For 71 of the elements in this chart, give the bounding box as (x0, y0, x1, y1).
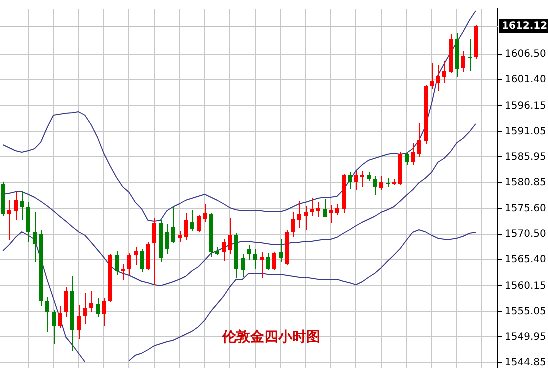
candlestick (52, 310, 56, 344)
candlestick (360, 170, 364, 188)
candlestick (348, 172, 352, 190)
candlestick (116, 250, 120, 276)
candlestick (178, 230, 182, 243)
candlestick (292, 212, 296, 238)
candlestick (8, 200, 12, 241)
candlestick (260, 252, 264, 279)
y-tick-label: 1544.85 (505, 357, 546, 368)
candlestick (310, 198, 314, 216)
candlestick (222, 239, 226, 262)
candlestick (418, 122, 422, 158)
candlestick (330, 204, 334, 224)
candlestick (462, 50, 466, 72)
candlestick (336, 204, 340, 216)
candlestick (84, 293, 88, 324)
candlestick (46, 296, 50, 333)
candlestick (78, 304, 82, 340)
y-tick-label: 1549.95 (505, 332, 546, 343)
candlestick (184, 212, 188, 240)
candlestick (324, 199, 328, 218)
candlestick (254, 249, 258, 270)
y-tick-label: 1570.50 (505, 229, 546, 240)
y-tick-label: 1601.40 (505, 74, 546, 86)
candlestick (430, 63, 434, 90)
y-tick-label: 1575.60 (505, 204, 546, 215)
candlestick (204, 204, 208, 223)
candlestick (436, 64, 440, 92)
candlestick (152, 218, 156, 286)
candlestick (172, 206, 176, 244)
candlestick (58, 306, 62, 328)
candlestick (412, 142, 416, 166)
text: 伦敦金四小时图 (221, 328, 320, 346)
candlestick (14, 192, 18, 221)
y-tick-label: 1606.50 (505, 49, 546, 60)
y-tick-label: 1555.05 (505, 306, 546, 318)
candlestick (468, 39, 472, 72)
candlestick (298, 201, 302, 228)
candlestick (64, 286, 68, 318)
y-tick-label: 1565.40 (505, 254, 546, 266)
candlestick (272, 252, 276, 271)
candlestick (354, 170, 358, 190)
candlestick (380, 176, 384, 190)
candlestick (166, 224, 170, 255)
candlestick (128, 253, 132, 276)
candlestick (248, 244, 252, 261)
candlestick (34, 212, 38, 262)
candlestick (134, 246, 138, 266)
candlestick (122, 264, 126, 281)
candlestick (374, 176, 378, 196)
y-tick-label: 1591.05 (505, 126, 546, 138)
candlestick (266, 253, 270, 271)
candlestick (102, 298, 106, 326)
candlestick (242, 254, 246, 278)
y-tick-label: 1585.95 (505, 152, 546, 163)
candlestick (442, 61, 446, 84)
candlestick (304, 206, 308, 230)
candlestick (228, 218, 232, 255)
candlestick (190, 210, 194, 232)
y-tick-label: 1560.15 (505, 280, 546, 292)
candlestick (316, 202, 320, 218)
candlestick (280, 239, 284, 263)
candlestick (96, 298, 100, 318)
candlestick (406, 152, 410, 166)
candlestick (20, 190, 24, 221)
candlestick (90, 291, 94, 312)
y-tick-label: 1580.85 (505, 177, 546, 188)
y-tick-label: 1596.15 (505, 100, 546, 112)
candlestick (198, 215, 202, 233)
candlestick (140, 248, 144, 273)
ref-line-label: 1612.12 (502, 20, 548, 32)
